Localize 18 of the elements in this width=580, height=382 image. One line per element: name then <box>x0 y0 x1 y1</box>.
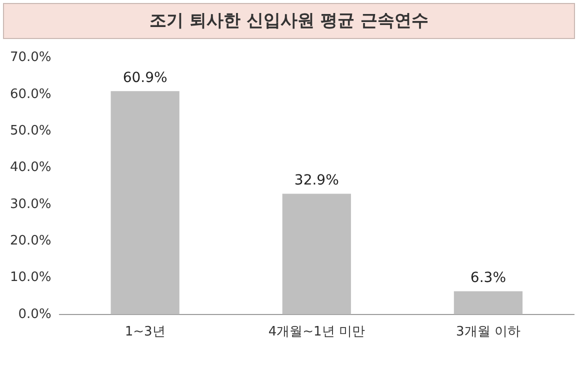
data-label: 32.9% <box>294 172 339 188</box>
y-tick-label: 0.0% <box>18 306 52 322</box>
y-tick-label: 60.0% <box>10 86 52 102</box>
data-label: 6.3% <box>470 270 506 286</box>
y-tick-label: 50.0% <box>10 123 52 138</box>
x-tick-label: 4개월~1년 미만 <box>268 324 365 340</box>
bar <box>454 291 523 314</box>
x-tick-label: 3개월 이하 <box>456 324 520 340</box>
y-tick-label: 40.0% <box>10 160 52 176</box>
x-tick-label: 1~3년 <box>124 324 166 340</box>
chart-title: 조기 퇴사한 신입사원 평균 근속연수 <box>3 3 575 39</box>
y-tick-label: 30.0% <box>10 196 52 212</box>
bar <box>110 91 180 314</box>
y-tick-label: 20.0% <box>10 233 52 248</box>
y-tick-label: 10.0% <box>10 270 52 286</box>
y-tick-label: 70.0% <box>10 50 52 66</box>
bar <box>282 194 351 314</box>
data-label: 60.9% <box>122 70 168 86</box>
